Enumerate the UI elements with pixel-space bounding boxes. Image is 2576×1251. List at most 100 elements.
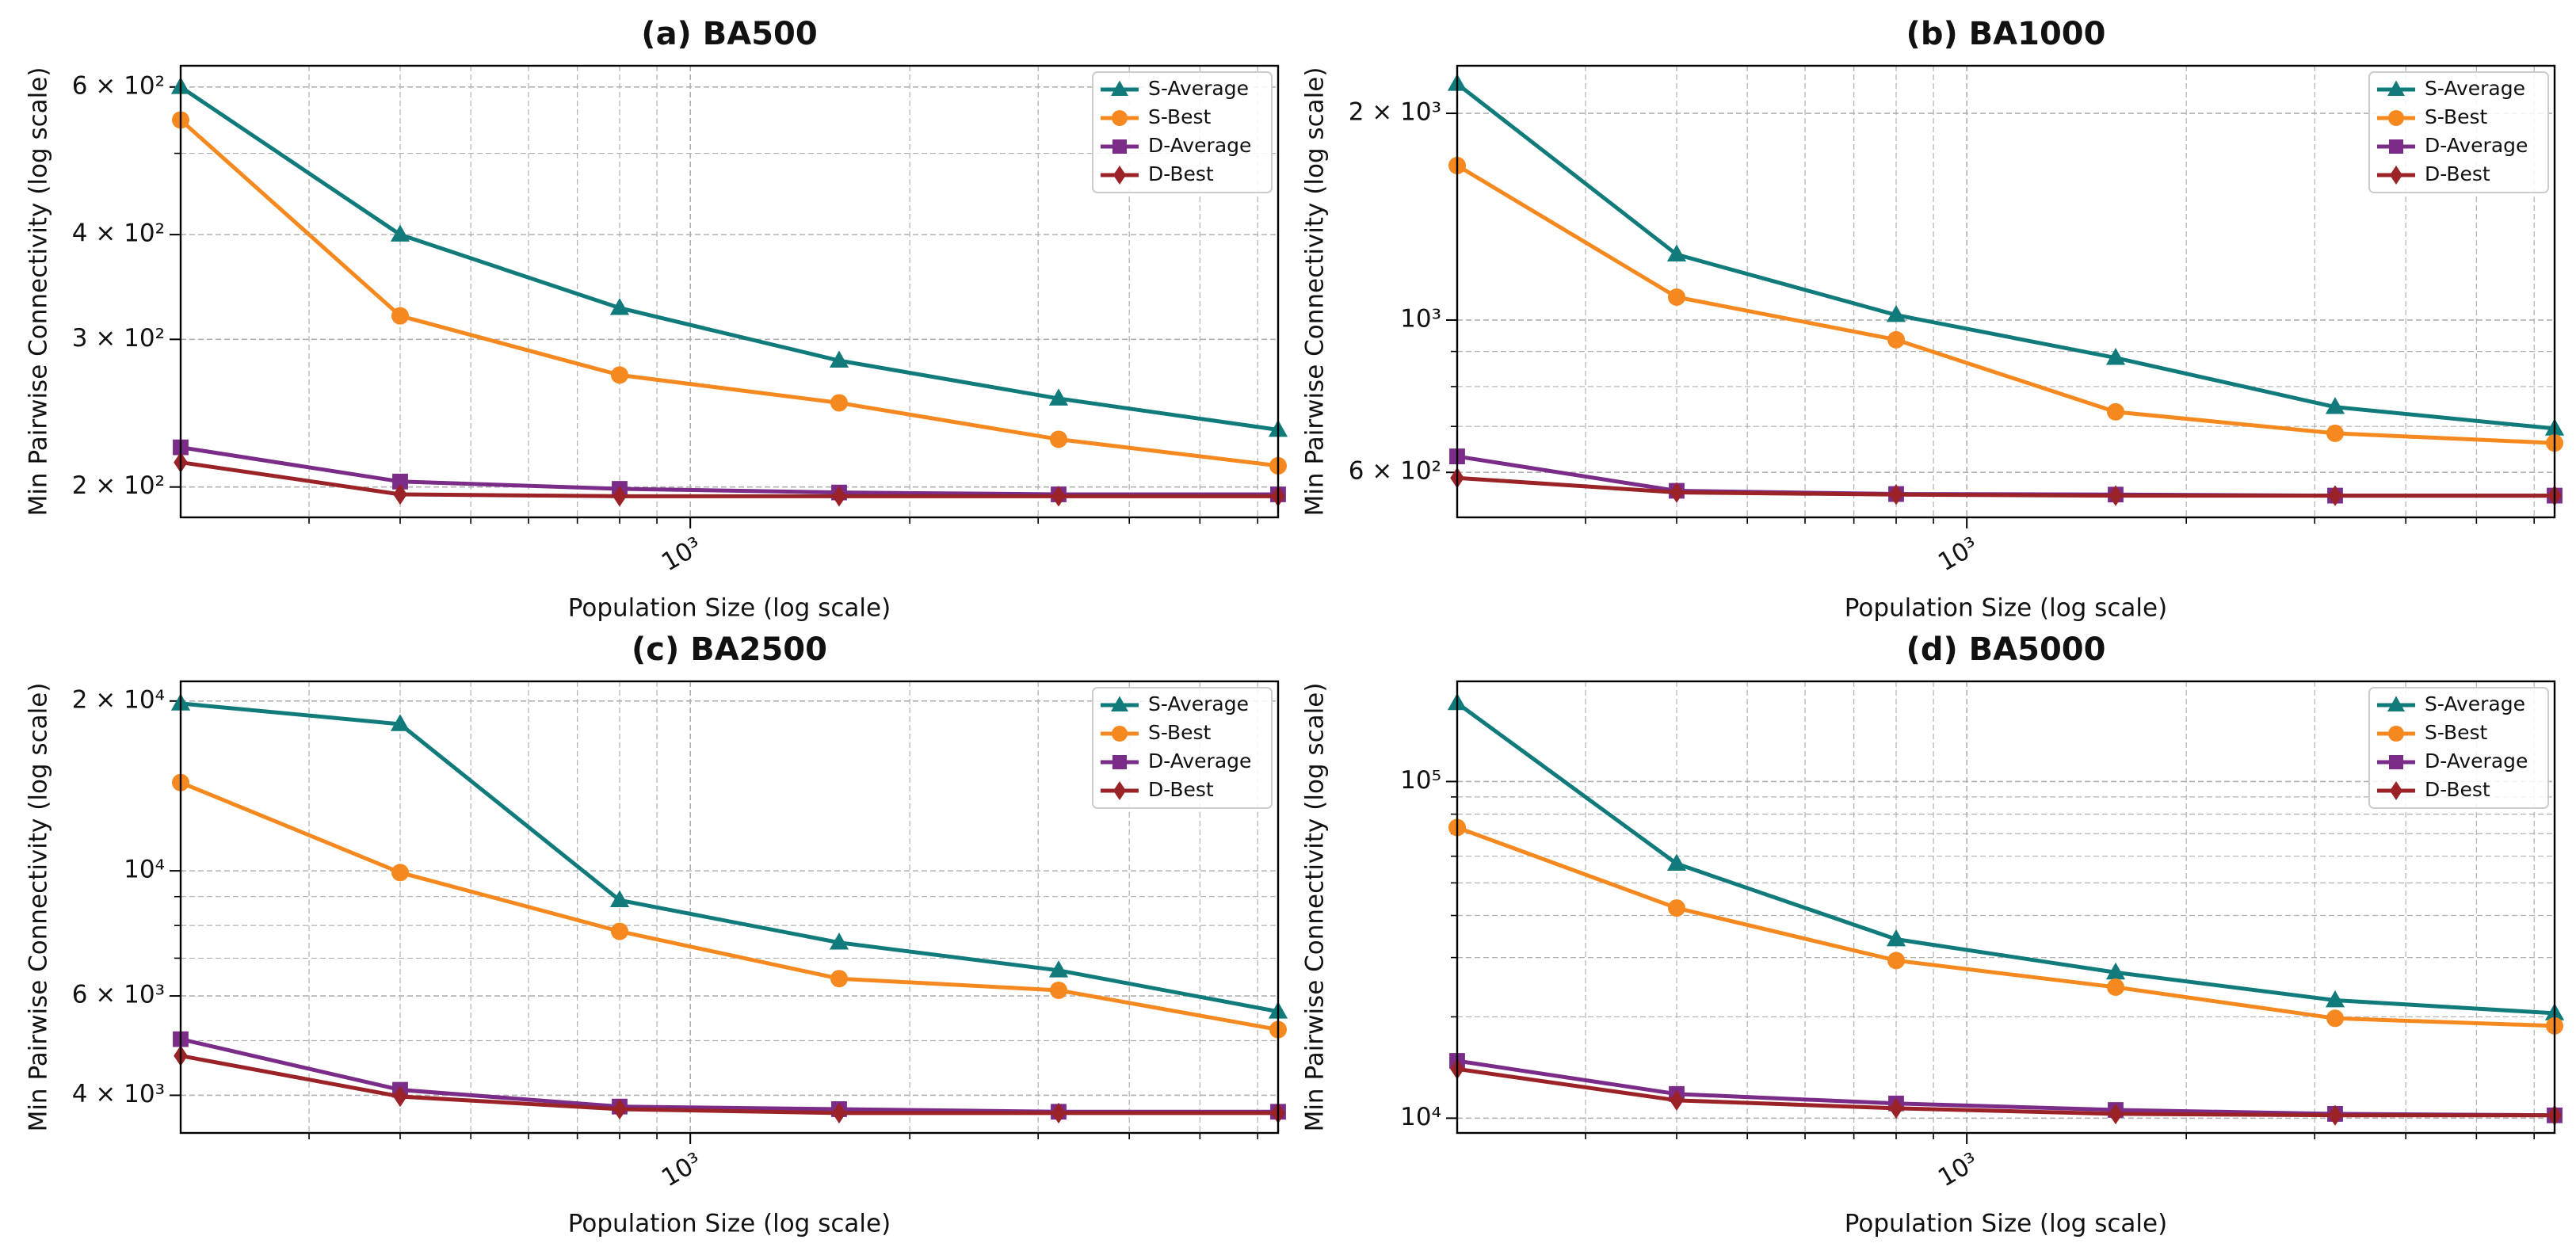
data-point	[2325, 990, 2345, 1008]
legend-marker	[1112, 139, 1127, 154]
data-point	[1048, 388, 1069, 406]
axes-frame	[179, 680, 1280, 1135]
legend-marker	[2387, 696, 2405, 711]
legend-label: S-Best	[2425, 105, 2488, 128]
y-axis-label: Min Pairwise Connectivity (log scale)	[25, 67, 53, 517]
data-point	[832, 1102, 846, 1124]
data-point	[390, 714, 410, 731]
series-line	[179, 118, 1279, 468]
legend-label: S-Best	[1148, 721, 1212, 744]
series-line	[1456, 82, 2555, 431]
legend-label: D-Best	[1148, 162, 1214, 185]
legend-marker	[1111, 80, 1128, 96]
series-line	[180, 780, 1279, 1032]
legend-marker	[2388, 726, 2404, 742]
data-point	[1050, 430, 1067, 448]
y-axis-label: Min Pairwise Connectivity (log scale)	[1301, 67, 1330, 517]
data-point	[390, 224, 410, 242]
data-point	[1886, 929, 1906, 947]
data-point	[1889, 1097, 1903, 1119]
y-tick-label: 10⁴	[1400, 1103, 1441, 1131]
data-point	[1051, 486, 1066, 507]
legend-marker	[2388, 110, 2404, 126]
legend-marker	[1112, 726, 1128, 742]
axes-frame	[1456, 64, 2556, 519]
legend-label: D-Best	[1148, 778, 1214, 801]
data-point	[2109, 1103, 2123, 1125]
data-point	[2325, 397, 2345, 414]
y-tick-label: 2 × 10⁴	[72, 685, 165, 714]
series-line	[1456, 701, 2555, 1016]
y-tick-label: 2 × 10³	[1349, 98, 1441, 127]
legend-label: D-Average	[1148, 749, 1251, 772]
data-point	[611, 366, 628, 384]
data-point	[2105, 347, 2126, 365]
data-point	[2326, 424, 2344, 442]
legend-label: S-Average	[2425, 77, 2525, 100]
data-point	[391, 864, 409, 882]
y-axis-label: Min Pairwise Connectivity (log scale)	[25, 683, 53, 1132]
legend-label: D-Average	[1148, 134, 1251, 157]
x-axis-label: Population Size (log scale)	[1845, 594, 2167, 623]
legend-label: S-Average	[1148, 77, 1249, 100]
axes-frame	[179, 64, 1280, 519]
y-tick-label: 10⁵	[1400, 766, 1441, 795]
legend-marker	[2390, 166, 2402, 185]
series-line	[180, 1037, 1278, 1114]
legend-box	[2368, 71, 2549, 193]
series-line	[180, 701, 1279, 1014]
x-axis-label: Population Size (log scale)	[568, 594, 891, 623]
legend-marker	[1111, 696, 1128, 711]
y-tick-label: 6 × 10²	[1349, 457, 1441, 486]
data-point	[2107, 402, 2124, 421]
data-point	[2326, 1009, 2344, 1028]
data-point	[613, 1098, 627, 1120]
series-line	[1456, 1058, 2555, 1118]
y-tick-label: 6 × 10²	[72, 71, 165, 100]
data-point	[1666, 853, 1687, 871]
series-line	[179, 85, 1279, 432]
legend-marker	[2387, 80, 2405, 96]
y-tick-label: 6 × 10³	[72, 981, 165, 1009]
x-axis-label: Population Size (log scale)	[568, 1210, 891, 1238]
data-point	[2109, 485, 2123, 506]
data-point	[830, 394, 848, 412]
data-point	[609, 890, 630, 908]
data-point	[1887, 952, 1905, 970]
data-point	[613, 486, 627, 507]
axes-frame	[1456, 680, 2556, 1135]
legend-label: D-Best	[2425, 162, 2490, 185]
legend-label: D-Average	[2425, 749, 2528, 772]
data-point	[2107, 978, 2124, 997]
subplot: (c) BA2500 Population Size (log scale) Min…	[25, 631, 1288, 1238]
data-point	[392, 473, 408, 490]
series-line	[180, 460, 1278, 498]
subplot: (b) BA1000 Population Size (log scale) Min…	[1301, 16, 2565, 623]
legend-marker	[2390, 781, 2402, 800]
subplot-title: (b) BA1000	[1906, 16, 2106, 52]
legend-marker	[1113, 166, 1126, 185]
data-point	[2328, 485, 2342, 506]
data-point	[832, 486, 846, 507]
legend-marker	[1113, 781, 1126, 800]
subplot-title: (c) BA2500	[632, 631, 827, 668]
subplot-title: (a) BA500	[641, 16, 817, 52]
x-tick-label: 10³	[1933, 1147, 1983, 1192]
legend-label: S-Best	[1148, 105, 1212, 128]
legend-box	[2368, 687, 2549, 809]
data-point	[830, 970, 848, 988]
data-point	[2105, 962, 2126, 980]
legend-marker	[2389, 139, 2403, 154]
series-line	[180, 1054, 1278, 1116]
series-line	[1456, 475, 2555, 498]
x-axis-label: Population Size (log scale)	[1845, 1210, 2167, 1238]
data-point	[393, 1085, 407, 1108]
y-tick-label: 10³	[1400, 304, 1441, 333]
legend-box	[1092, 71, 1273, 193]
legend-label: D-Best	[2425, 778, 2490, 801]
x-tick-label: 10³	[657, 1147, 707, 1192]
legend-marker	[1112, 110, 1128, 126]
subplot: (d) BA5000 Population Size (log scale) Min…	[1301, 631, 2565, 1238]
series-line	[1456, 163, 2555, 445]
